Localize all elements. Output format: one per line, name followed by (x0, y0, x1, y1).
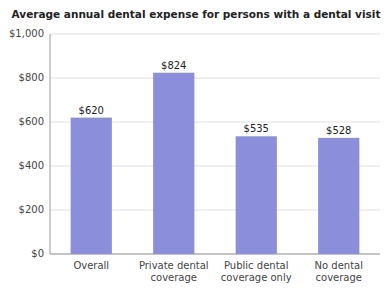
data-label: $528 (326, 125, 351, 136)
x-axis-line (50, 254, 380, 255)
grid-line (50, 34, 380, 35)
y-tick-label: $0 (31, 248, 44, 259)
y-axis-line (50, 34, 51, 254)
y-tick-label: $600 (19, 116, 44, 127)
grid (50, 34, 380, 254)
x-tick-label: Public dentalcoverage only (221, 260, 292, 283)
y-tick-label: $400 (19, 160, 44, 171)
bar (153, 73, 194, 254)
bar (236, 136, 277, 254)
data-label: $535 (244, 123, 269, 134)
bar (318, 138, 359, 254)
x-axis: Overall Private dentalcoverage Public dent… (50, 254, 380, 283)
data-label: $824 (161, 60, 186, 71)
title: Average annual dental expense for person… (12, 8, 381, 20)
bars (71, 73, 360, 254)
grid-line (50, 254, 380, 255)
chart-container: Average annual dental expense for person… (0, 0, 392, 300)
grid-line (50, 78, 380, 79)
x-tick-label: Overall (73, 260, 109, 271)
y-tick-label: $200 (19, 204, 44, 215)
y-axis: $0 $200 $400 $600 $800 $1,000 (9, 28, 50, 259)
x-tick-label: No dentalcoverage (315, 260, 363, 283)
chart: Average annual dental expense for person… (0, 0, 392, 300)
y-tick-label: $1,000 (9, 28, 44, 39)
y-tick-label: $800 (19, 72, 44, 83)
data-labels: $620 $824 $535 $528 (79, 60, 352, 136)
data-label: $620 (79, 105, 104, 116)
bar (71, 118, 112, 254)
x-tick-label: Private dentalcoverage (139, 260, 209, 283)
